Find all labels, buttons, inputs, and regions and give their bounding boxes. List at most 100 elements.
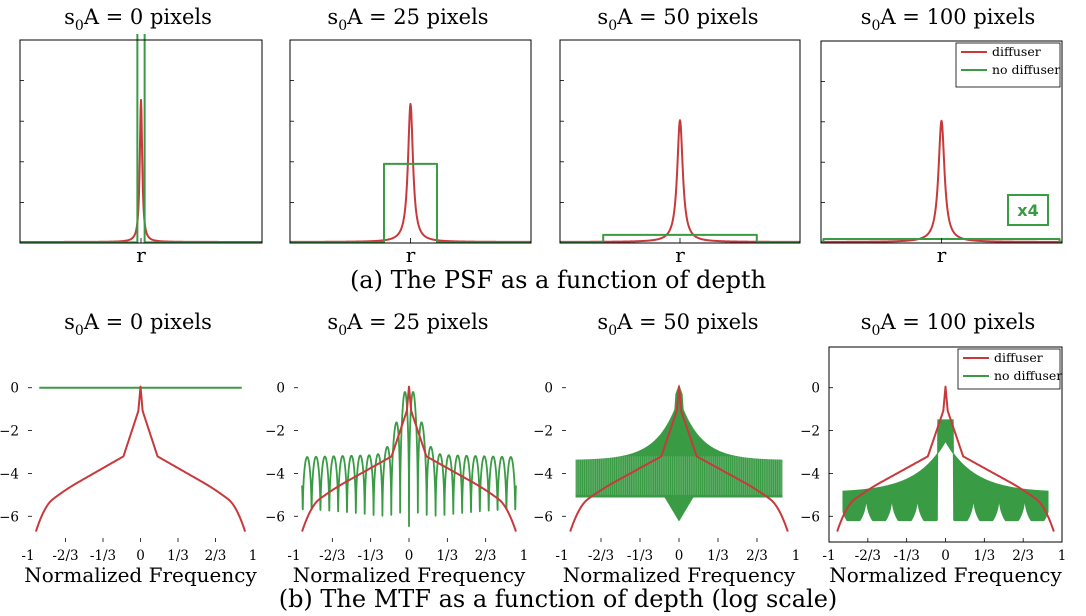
x-tick-label: -1/3 xyxy=(90,548,116,564)
legend-label-diffuser: diffuser xyxy=(994,350,1043,365)
legend-box xyxy=(957,348,1061,390)
title-subscript: 0 xyxy=(75,323,84,339)
diffuser-series xyxy=(836,385,1055,532)
title-rest: A = 50 pixels xyxy=(616,5,758,29)
title-subscript: 0 xyxy=(338,323,347,339)
y-tick-label: −2 xyxy=(265,424,285,440)
y-tick-label: −6 xyxy=(265,509,285,525)
title-rest: A = 25 pixels xyxy=(346,5,488,29)
x-tick-label: 2/3 xyxy=(475,548,497,564)
y-tick-label: 0 xyxy=(276,381,285,397)
diffuser-series xyxy=(20,98,262,243)
x-tick-label: 1/3 xyxy=(436,548,458,564)
panel-title: s0A = 0 pixels xyxy=(64,5,212,34)
x-tick-label: 1 xyxy=(249,548,258,564)
panel-title: s0A = 25 pixels xyxy=(327,5,488,34)
plot-frame xyxy=(559,39,801,244)
mtf-panel-3: s0A = 100 pixels-1 -2/3 -1/3 0 1/3 2/3 10−2−4−… xyxy=(800,310,1066,587)
y-tick-label: −6 xyxy=(800,509,820,525)
diffuser-series xyxy=(560,119,800,243)
x-axis-label: Normalized Frequency xyxy=(24,563,257,587)
plot-area xyxy=(836,385,1055,532)
title-s: s xyxy=(327,5,338,29)
x-tick-label: 1 xyxy=(520,548,529,564)
psf-caption: (a) The PSF as a function of depth xyxy=(350,266,766,294)
y-tick-label: −6 xyxy=(533,509,553,525)
psf-panel-3: s0A = 100 pixels r diffuser no diffuser x4 xyxy=(820,5,1063,267)
y-tick-label: −4 xyxy=(0,466,19,482)
no_diffuser-series xyxy=(301,391,517,527)
x-tick-label: -1/3 xyxy=(894,548,920,564)
x-axis-label: Normalized Frequency xyxy=(563,563,796,587)
diffuser-series xyxy=(821,119,1062,243)
title-s: s xyxy=(64,310,75,334)
title-s: s xyxy=(861,5,872,29)
x-tick-label: 2/3 xyxy=(1012,548,1034,564)
x-tick-label: -2/3 xyxy=(319,548,345,564)
mtf-panel-1: s0A = 25 pixels-1 -2/3 -1/3 0 1/3 2/3 10−2−4−6… xyxy=(265,310,528,587)
plot-area xyxy=(34,385,247,532)
title-rest: A = 100 pixels xyxy=(879,5,1035,29)
panel-title: s0A = 100 pixels xyxy=(861,5,1036,34)
x-tick-label: 0 xyxy=(941,548,950,564)
diffuser-series xyxy=(34,385,247,532)
x-axis-label: Normalized Frequency xyxy=(293,563,526,587)
title-subscript: 0 xyxy=(872,18,881,34)
x-axis-label: r xyxy=(937,243,947,267)
y-tick-label: −4 xyxy=(265,466,285,482)
title-s: s xyxy=(597,310,608,334)
title-rest: A = 100 pixels xyxy=(879,310,1035,334)
title-rest: A = 0 pixels xyxy=(83,5,212,29)
x-tick-label: 1 xyxy=(1058,548,1067,564)
plot-area xyxy=(301,385,517,532)
title-rest: A = 50 pixels xyxy=(616,310,758,334)
y-tick-label: −2 xyxy=(0,424,19,440)
x-tick-label: 1/3 xyxy=(707,548,729,564)
title-rest: A = 25 pixels xyxy=(346,310,488,334)
x-tick-label: 2/3 xyxy=(205,548,227,564)
legend-box xyxy=(955,42,1061,88)
title-rest: A = 0 pixels xyxy=(83,310,212,334)
y-tick-label: −2 xyxy=(800,424,820,440)
y-tick-label: 0 xyxy=(544,381,553,397)
x-tick-label: 0 xyxy=(675,548,684,564)
diffuser-series xyxy=(290,102,531,243)
no_diffuser-series xyxy=(575,384,783,522)
mtf-caption: (b) The MTF as a function of depth (log … xyxy=(279,585,838,613)
title-subscript: 0 xyxy=(338,18,347,34)
x-axis-label: r xyxy=(136,243,146,267)
psf-panel-2: s0A = 50 pixels r xyxy=(559,5,801,267)
x-tick-label: -1 xyxy=(822,548,835,564)
title-s: s xyxy=(327,310,338,334)
x-tick-label: 1 xyxy=(792,548,801,564)
no_diffuser-series xyxy=(842,419,1049,522)
y-tick-label: 0 xyxy=(10,381,19,397)
mtf-panel-0: s0A = 0 pixels-1 -2/3 -1/3 0 1/3 2/3 10−2−4−6N… xyxy=(0,310,257,587)
panel-title: s0A = 0 pixels xyxy=(64,310,212,339)
title-subscript: 0 xyxy=(872,323,881,339)
x-axis-label: r xyxy=(406,243,416,267)
x-tick-label: -1 xyxy=(287,548,300,564)
plot-area xyxy=(290,102,531,243)
legend-label-diffuser: diffuser xyxy=(992,44,1041,59)
x-tick-label: 1/3 xyxy=(973,548,995,564)
plot-area xyxy=(569,384,789,532)
legend-label-no_diffuser: no diffuser xyxy=(992,62,1060,77)
x-tick-label: -2/3 xyxy=(52,548,78,564)
panel-title: s0A = 50 pixels xyxy=(597,310,758,339)
no_diffuser-series xyxy=(560,233,800,243)
x-axis-label: Normalized Frequency xyxy=(829,563,1062,587)
title-s: s xyxy=(861,310,872,334)
x-tick-label: 2/3 xyxy=(746,548,768,564)
x-tick-label: -2/3 xyxy=(855,548,881,564)
psf-panel-1: s0A = 25 pixels r xyxy=(289,5,532,267)
plot-area xyxy=(20,34,262,243)
y-tick-label: 0 xyxy=(811,381,820,397)
plot-frame xyxy=(289,39,532,244)
no_diffuser-series xyxy=(290,162,531,243)
legend-label-no_diffuser: no diffuser xyxy=(994,368,1062,383)
scale-badge xyxy=(1007,194,1049,226)
x-tick-label: -1 xyxy=(21,548,34,564)
x-tick-label: 1/3 xyxy=(167,548,189,564)
